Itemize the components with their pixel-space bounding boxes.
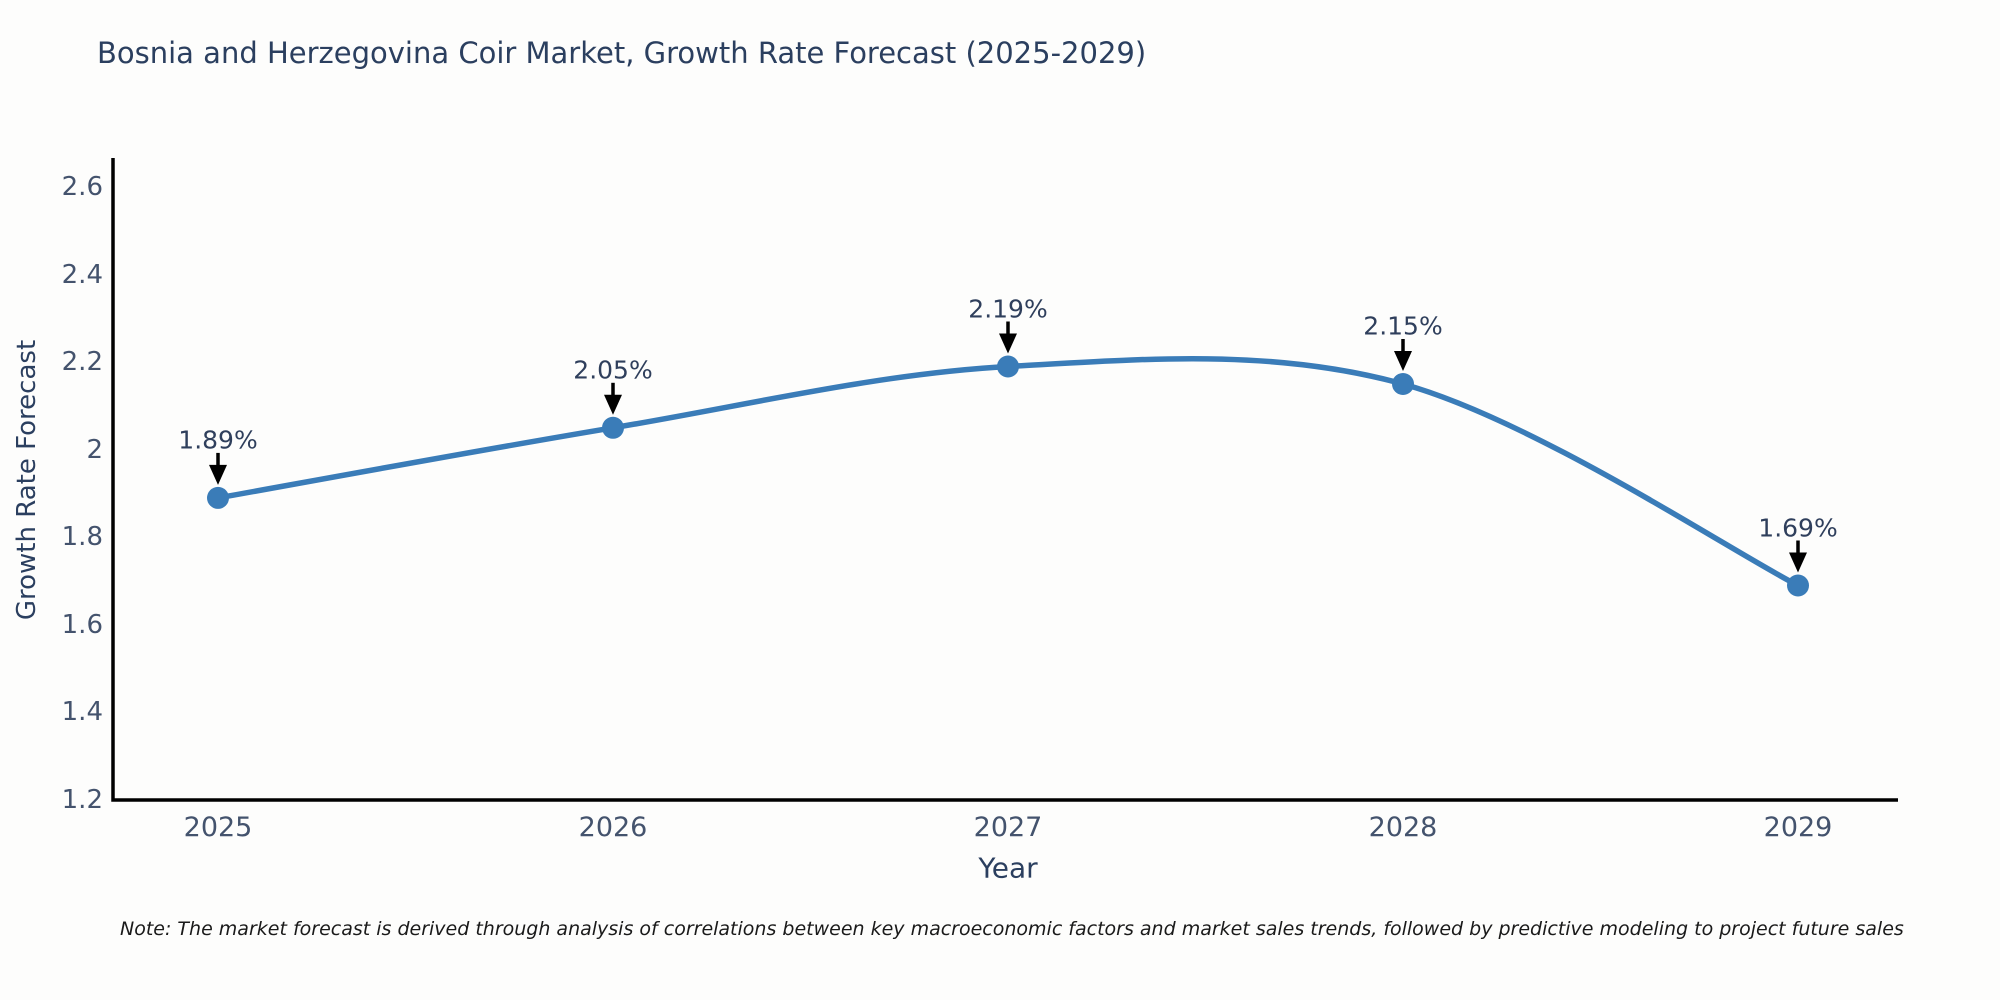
data-point[interactable]: [207, 486, 229, 509]
point-value-label: 2.05%: [573, 355, 653, 385]
x-tick-label: 2027: [973, 812, 1043, 843]
point-value-label: 1.89%: [178, 425, 258, 455]
point-value-label: 2.15%: [1363, 311, 1443, 341]
x-tick-label: 2025: [183, 812, 253, 843]
data-point[interactable]: [1392, 373, 1414, 395]
point-value-label: 1.69%: [1758, 513, 1838, 542]
footnote: Note: The market forecast is derived thr…: [120, 918, 1904, 940]
y-tick-label: 1.6: [61, 609, 103, 640]
annotation-arrowhead: [999, 333, 1017, 354]
x-axis-title: Year: [978, 851, 1038, 885]
y-tick-label: 1.2: [61, 785, 103, 815]
annotation-arrowhead: [1394, 351, 1412, 371]
data-point[interactable]: [1787, 574, 1809, 597]
y-tick-label: 2.2: [61, 347, 103, 378]
annotation-arrowhead: [1789, 552, 1807, 573]
data-point[interactable]: [602, 416, 624, 439]
annotation-arrowhead: [604, 394, 622, 415]
forecast-line: [215, 356, 1801, 589]
y-tick-label: 2.4: [61, 259, 103, 290]
axis-lines: [111, 158, 1898, 802]
y-tick-label: 1.8: [61, 522, 103, 553]
x-tick-label: 2026: [578, 812, 648, 843]
data-point[interactable]: [997, 355, 1019, 378]
x-tick-label: 2029: [1763, 812, 1833, 843]
y-tick-label: 2.6: [61, 172, 103, 202]
annotation-arrowhead: [209, 464, 227, 485]
y-tick-label: 2: [86, 434, 103, 465]
y-tick-label: 1.4: [61, 697, 103, 728]
chart-title: Bosnia and Herzegovina Coir Market, Grow…: [97, 36, 1147, 70]
x-tick-label: 2028: [1368, 812, 1438, 843]
point-value-label: 2.19%: [968, 294, 1048, 323]
